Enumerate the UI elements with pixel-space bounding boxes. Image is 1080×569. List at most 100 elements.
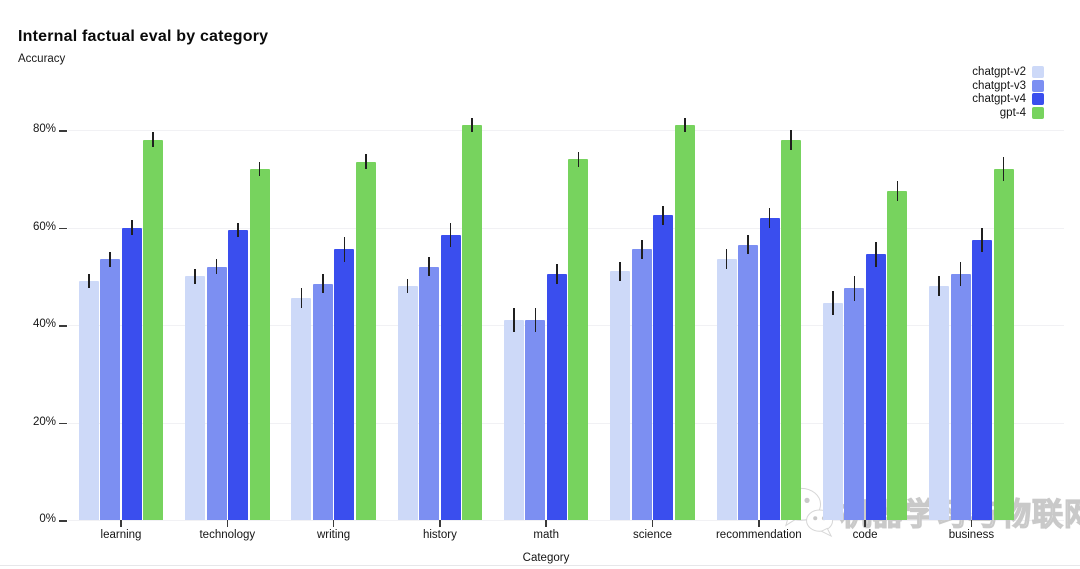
bar-chatgpt-v4 <box>759 208 780 520</box>
error-bar <box>640 239 643 260</box>
error-bar <box>449 222 452 247</box>
bar-chatgpt-v2 <box>503 307 524 520</box>
error-bar <box>790 130 792 150</box>
error-bar <box>513 307 515 333</box>
bar-chatgpt-v3 <box>631 239 652 520</box>
bar-group-science <box>610 117 695 520</box>
bar-gpt-4 <box>993 156 1014 520</box>
bar-gpt-4 <box>674 117 695 520</box>
bar-chatgpt-v3 <box>419 256 440 520</box>
y-tick-label: 0% <box>39 513 56 525</box>
error-bar <box>109 251 112 267</box>
error-bar <box>981 227 983 252</box>
x-label-history: history <box>422 529 457 541</box>
error-bar <box>300 288 303 308</box>
bottom-divider <box>0 565 1080 566</box>
x-tick-mark <box>120 520 122 527</box>
bar-group-business <box>929 156 1014 520</box>
x-tick-mark <box>864 520 866 527</box>
error-bar <box>365 154 367 169</box>
x-label-code: code <box>852 529 878 541</box>
bar-chatgpt-v4 <box>653 205 674 520</box>
y-tick-mark <box>59 520 67 522</box>
legend-item: gpt-4 <box>972 106 1044 120</box>
bar-gpt-4 <box>781 130 802 520</box>
error-bar <box>896 181 899 201</box>
bar-gpt-4 <box>249 161 270 520</box>
bar-chatgpt-v3 <box>844 276 865 520</box>
bar-chatgpt-v2 <box>822 290 843 520</box>
legend: chatgpt-v2 chatgpt-v3 chatgpt-v4 gpt-4 <box>972 66 1044 119</box>
chart-title: Internal factual eval by category <box>18 28 269 45</box>
error-bar <box>534 307 537 333</box>
x-tick-mark <box>226 520 229 527</box>
x-label-recommendation: recommendation <box>715 529 802 541</box>
bar-chatgpt-v2 <box>78 273 99 520</box>
error-bar <box>1002 156 1005 182</box>
bar-group-technology <box>185 161 270 520</box>
error-bar <box>152 132 155 148</box>
legend-item: chatgpt-v4 <box>972 93 1044 106</box>
bar-group-history <box>397 117 483 520</box>
y-axis-title: Accuracy <box>18 53 66 65</box>
error-bar <box>87 273 90 289</box>
x-label-writing: writing <box>316 529 351 541</box>
y-gridline <box>68 130 1064 131</box>
bar-chatgpt-v2 <box>929 276 950 520</box>
bar-chatgpt-v3 <box>738 234 759 520</box>
error-bar <box>683 117 686 133</box>
error-bar <box>237 222 239 238</box>
error-bar <box>130 220 133 235</box>
error-bar <box>619 261 622 282</box>
bar-chatgpt-v3 <box>312 273 333 520</box>
y-tick-label: 60% <box>32 220 56 233</box>
bar-gpt-4 <box>462 117 483 520</box>
error-bar <box>471 117 473 133</box>
bar-chatgpt-v4 <box>972 227 993 520</box>
legend-swatch <box>1032 79 1044 92</box>
x-tick-mark <box>439 520 441 527</box>
y-tick-mark <box>59 325 67 327</box>
error-bar <box>875 242 877 267</box>
bar-gpt-4 <box>568 151 589 520</box>
y-tick-label: 20% <box>32 415 56 428</box>
legend-label: chatgpt-v3 <box>972 79 1026 92</box>
bar-chatgpt-v4 <box>546 264 567 520</box>
error-bar <box>322 273 324 294</box>
error-bar <box>215 259 218 274</box>
legend-label: gpt-4 <box>999 106 1026 119</box>
error-bar <box>747 234 749 255</box>
y-tick-label: 40% <box>32 318 56 330</box>
error-bar <box>725 249 728 269</box>
error-bar <box>959 261 962 286</box>
bar-chatgpt-v3 <box>206 259 227 520</box>
y-tick-label: 80% <box>32 123 56 135</box>
bar-chatgpt-v4 <box>440 222 461 520</box>
legend-item: chatgpt-v3 <box>972 79 1044 93</box>
legend-label: chatgpt-v4 <box>972 93 1026 106</box>
error-bar <box>194 268 196 284</box>
y-gridline <box>68 520 1064 521</box>
bar-group-recommendation <box>716 130 802 520</box>
error-bar <box>577 151 580 167</box>
y-gridline <box>68 227 1064 229</box>
bar-chatgpt-v4 <box>865 242 886 520</box>
error-bar <box>428 256 430 277</box>
x-label-math: math <box>533 529 559 541</box>
x-tick-mark <box>332 520 335 527</box>
error-bar <box>853 276 856 301</box>
bar-chatgpt-v2 <box>185 268 206 520</box>
bar-chatgpt-v2 <box>610 261 631 520</box>
bar-gpt-4 <box>355 154 376 520</box>
error-bar <box>343 237 346 262</box>
error-bar <box>406 278 409 294</box>
bar-chatgpt-v4 <box>121 220 142 520</box>
bar-chatgpt-v4 <box>334 237 355 520</box>
bar-chatgpt-v4 <box>228 222 249 520</box>
legend-swatch <box>1032 93 1044 106</box>
x-label-technology: technology <box>199 529 256 541</box>
x-label-business: business <box>948 529 995 541</box>
error-bar <box>768 208 771 228</box>
bar-group-writing <box>291 154 376 520</box>
